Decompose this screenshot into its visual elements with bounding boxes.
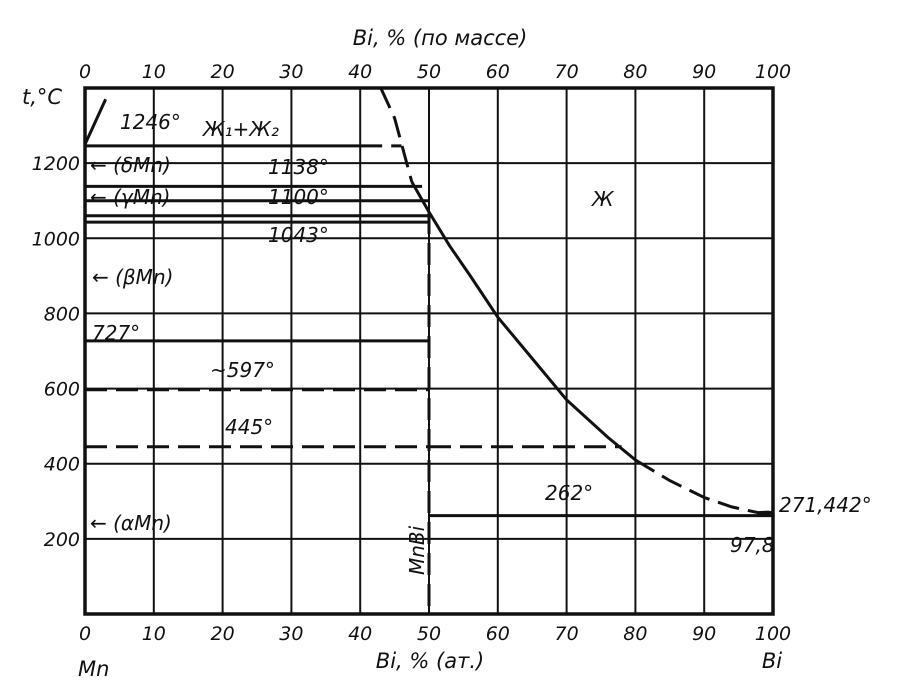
x-tick-bottom-90: 90 (692, 623, 716, 645)
liquidus-lower-dashed (634, 458, 774, 515)
x-tick-top-100: 100 (755, 61, 791, 83)
y-tick-200: 200 (44, 529, 80, 551)
label-445: 445° (225, 415, 273, 439)
x-tick-bottom-70: 70 (555, 623, 579, 645)
label-gamma-mn: ← (γMn) (90, 185, 171, 209)
x-tick-top-90: 90 (692, 61, 716, 83)
x-tick-bottom-10: 10 (142, 623, 166, 645)
y-tick-1000: 1000 (32, 228, 80, 250)
label-liquid-miscibility: Ж₁+Ж₂ (201, 117, 279, 141)
x-tick-top-50: 50 (417, 61, 441, 83)
label-1138: 1138° (268, 155, 329, 179)
top-axis-title: Bi, % (по массе) (353, 26, 528, 50)
liquidus-solid (410, 181, 637, 462)
x-tick-bottom-50: 50 (417, 623, 441, 645)
label-delta-mn: ← (δMn) (90, 153, 171, 177)
left-end-label: Mn (78, 657, 109, 681)
label-beta-mn: ← (βMn) (92, 265, 173, 289)
leader-1246 (83, 98, 108, 145)
x-tick-top-80: 80 (623, 61, 647, 83)
y-tick-600: 600 (44, 379, 80, 401)
label-597: ~597° (210, 358, 275, 382)
label-compound-mnbi: MnBi (405, 525, 429, 575)
x-tick-bottom-0: 0 (79, 623, 91, 645)
x-tick-bottom-100: 100 (755, 623, 791, 645)
label-1100: 1100° (268, 185, 329, 209)
x-tick-top-30: 30 (279, 61, 303, 83)
label-eutectic-x: 97,8 (730, 533, 775, 557)
label-1246: 1246° (120, 110, 181, 134)
label-bi-melting: 271,442° (779, 493, 872, 517)
x-tick-top-20: 20 (211, 61, 235, 83)
label-liquid: Ж (590, 187, 615, 211)
y-tick-400: 400 (44, 454, 80, 476)
x-tick-bottom-80: 80 (623, 623, 647, 645)
x-tick-top-70: 70 (555, 61, 579, 83)
label-262: 262° (545, 481, 593, 505)
y-tick-1200: 1200 (32, 153, 80, 175)
x-tick-top-40: 40 (348, 61, 372, 83)
x-tick-bottom-20: 20 (211, 623, 235, 645)
x-tick-bottom-40: 40 (348, 623, 372, 645)
tick-labels: 0 10 20 30 40 50 60 70 80 90 1000 10 20 30 40 50 60 70 80 9… (32, 61, 791, 645)
label-727: 727° (92, 321, 140, 345)
x-tick-top-10: 10 (142, 61, 166, 83)
y-axis-title: t,°C (22, 85, 62, 109)
label-1043: 1043° (268, 223, 329, 247)
x-tick-bottom-60: 60 (486, 623, 510, 645)
x-tick-bottom-30: 30 (279, 623, 303, 645)
liquidus-upper-dashed (379, 87, 414, 183)
plot-frame (83, 86, 775, 616)
label-alpha-mn: ← (αMn) (90, 511, 172, 535)
eutectic-segment (757, 510, 774, 518)
x-tick-top-0: 0 (79, 61, 91, 83)
right-end-label: Bi (762, 649, 782, 673)
phase-boundaries (83, 87, 774, 614)
y-tick-800: 800 (44, 303, 80, 325)
x-tick-top-60: 60 (486, 61, 510, 83)
annotations: 1246° Ж₁+Ж₂ 1138° 1100° 1043° 727° ~597°… (90, 110, 872, 575)
bottom-axis-title: Bi, % (ат.) (376, 649, 484, 673)
